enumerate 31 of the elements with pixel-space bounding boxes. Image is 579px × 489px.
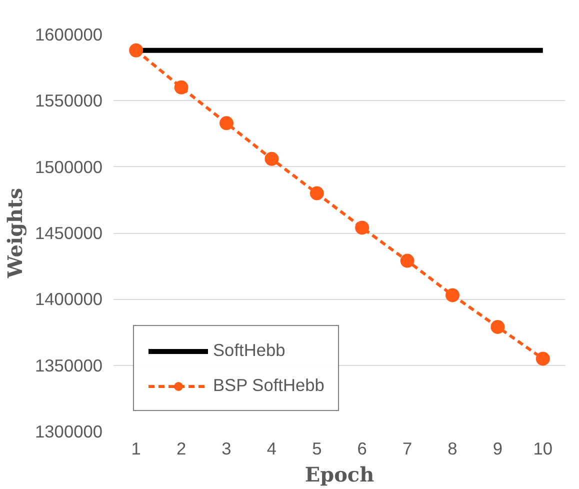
y-tick-label: 1400000 [35,289,103,310]
x-tick-label: 9 [492,438,503,458]
y-tick-label: 1600000 [35,24,103,44]
x-tick-label: 7 [402,438,412,458]
y-tick-label: 1450000 [35,223,103,243]
y-tick-label: 1300000 [35,422,103,442]
point [355,220,370,235]
x-tick-label: 3 [222,438,232,458]
point [174,80,188,94]
point [310,186,324,200]
x-tick-label: 10 [533,438,553,458]
y-tick-label: 1350000 [35,355,103,376]
x-tick-label: 5 [312,438,322,458]
point [536,352,550,366]
y-tick-label: 1500000 [35,156,103,177]
x-tick-label: 2 [176,438,186,458]
x-tick-label: 4 [266,438,277,458]
point [129,43,144,58]
y-axis-title: Weights [3,188,28,280]
x-tick-label: 6 [357,438,367,458]
point [220,116,234,130]
x-axis-title: Epoch [304,462,375,486]
x-tick-label: 1 [131,438,141,458]
point [400,254,414,268]
point [490,320,505,334]
x-tick-label: 8 [448,438,458,458]
point [446,288,460,302]
legend-label: BSP SoftHebb [213,375,324,396]
y-tick-label: 1550000 [35,90,103,111]
point [264,152,279,166]
legend-label: SoftHebb [213,340,286,361]
